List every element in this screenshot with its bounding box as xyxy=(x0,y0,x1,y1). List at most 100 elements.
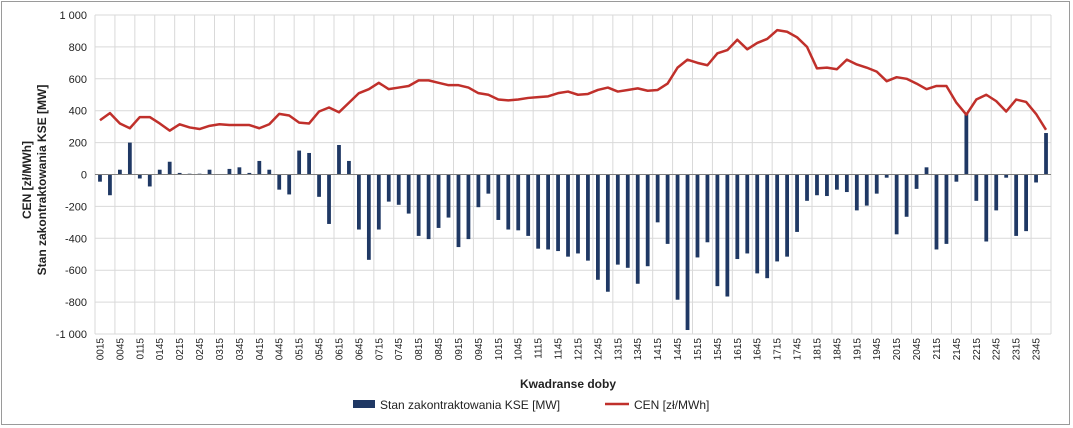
bar-2345 xyxy=(1034,174,1038,183)
bar-1615 xyxy=(735,174,740,260)
bar-0900 xyxy=(446,174,451,218)
bar-0930 xyxy=(466,174,471,240)
bar-0015 xyxy=(98,174,102,182)
x-tick-label: 1245 xyxy=(593,338,604,361)
bar-1130 xyxy=(546,174,550,250)
bar-0045 xyxy=(118,169,122,175)
bar-series xyxy=(98,113,1048,331)
y-axis-title-line1: CEN [zł/MWh] xyxy=(20,141,34,219)
bar-1830 xyxy=(825,174,829,197)
x-tick-label: 0915 xyxy=(454,338,465,361)
x-tick-label: 1715 xyxy=(773,338,784,361)
x-tick-label: 0045 xyxy=(115,338,126,361)
bar-1000 xyxy=(486,174,491,194)
bar-1345 xyxy=(635,174,640,284)
x-tick-label: 0815 xyxy=(414,338,425,361)
x-tick-label: 2345 xyxy=(1032,338,1043,361)
bar-1915 xyxy=(854,174,859,211)
x-tick-label: 1545 xyxy=(713,338,724,361)
x-tick-label: 0715 xyxy=(374,338,385,361)
bar-0030 xyxy=(108,174,112,196)
x-tick-label: 2245 xyxy=(992,338,1003,361)
x-tick-label: 2315 xyxy=(1012,338,1023,361)
bar-0445 xyxy=(277,174,282,190)
x-tick-label: 1615 xyxy=(733,338,744,361)
x-tick-label: 1045 xyxy=(514,338,525,361)
bar-2215 xyxy=(974,174,979,201)
bar-2330 xyxy=(1024,174,1028,232)
bar-2100 xyxy=(924,167,929,175)
bar-0515 xyxy=(297,150,302,175)
x-tick-label: 2045 xyxy=(912,338,923,361)
y-tick-label: 600 xyxy=(69,74,87,86)
y-axis-title-line2: Stan zakontraktowania KSE [MW] xyxy=(35,85,49,276)
bar-0145 xyxy=(157,169,162,175)
x-tick-label: 0015 xyxy=(95,338,106,361)
bar-0400 xyxy=(247,172,252,175)
bar-2245 xyxy=(994,174,999,211)
bar-1530 xyxy=(705,174,710,243)
bar-0330 xyxy=(227,168,232,175)
bar-0100 xyxy=(127,142,132,175)
y-tick-label: -200 xyxy=(65,201,87,213)
y-tick-label: 0 xyxy=(81,170,87,182)
bar-2230 xyxy=(984,174,989,242)
x-tick-label: 1015 xyxy=(494,338,505,361)
bar-1030 xyxy=(506,174,511,230)
x-tick-label: 0315 xyxy=(215,338,226,361)
bar-1230 xyxy=(586,174,590,261)
x-tick-label: 2215 xyxy=(972,338,983,361)
bar-1315 xyxy=(615,174,620,265)
x-tick-label: 0545 xyxy=(315,338,326,361)
legend-line-label: CEN [zł/MWh] xyxy=(634,398,709,412)
x-tick-label: 1145 xyxy=(554,338,565,360)
bar-1945 xyxy=(874,174,879,194)
bar-0345 xyxy=(237,167,242,175)
legend: Stan zakontraktowania KSE [MW] CEN [zł/M… xyxy=(353,398,709,412)
bar-2400 xyxy=(1044,133,1048,175)
x-tick-label: 0645 xyxy=(354,338,365,361)
bar-1845 xyxy=(835,174,839,190)
bar-0115 xyxy=(137,174,142,179)
bar-2145 xyxy=(954,174,959,182)
y-tick-label: 400 xyxy=(69,106,87,118)
bar-0800 xyxy=(406,174,411,214)
bar-1630 xyxy=(745,174,750,254)
bar-1145 xyxy=(556,174,560,252)
x-tick-label: 1115 xyxy=(534,338,545,359)
x-tick-label: 1845 xyxy=(832,338,843,361)
bar-1215 xyxy=(576,174,580,254)
bar-0730 xyxy=(386,174,391,202)
x-tick-label: 1345 xyxy=(633,338,644,361)
bar-1330 xyxy=(625,174,630,268)
bar-0430 xyxy=(267,169,272,175)
bar-1815 xyxy=(815,174,819,196)
x-axis-ticks: 0015 0045 0115 0145 0215 0245 0315 0345 0415 0445… xyxy=(95,338,1042,361)
x-tick-label: 1915 xyxy=(852,338,863,361)
bar-1500 xyxy=(685,174,690,331)
bar-1700 xyxy=(765,174,770,279)
bar-0945 xyxy=(476,174,481,208)
bar-0530 xyxy=(307,152,311,175)
bar-0915 xyxy=(456,174,461,248)
bar-1415 xyxy=(655,174,660,223)
bar-1800 xyxy=(805,174,809,201)
bar-1600 xyxy=(725,174,730,297)
x-tick-label: 0845 xyxy=(434,338,445,361)
x-tick-label: 1315 xyxy=(613,338,624,361)
bar-0615 xyxy=(337,144,341,175)
bar-0700 xyxy=(366,174,371,260)
x-tick-label: 1515 xyxy=(693,338,704,361)
x-tick-label: 1945 xyxy=(872,338,883,361)
bar-0200 xyxy=(167,161,172,175)
x-tick-label: 0145 xyxy=(155,338,166,361)
x-axis-title: Kwadranse doby xyxy=(520,377,616,391)
x-tick-label: 1815 xyxy=(812,338,823,361)
bar-2030 xyxy=(904,174,909,217)
bar-2115 xyxy=(934,174,939,250)
bar-0500 xyxy=(287,174,292,195)
bar-0630 xyxy=(347,160,351,175)
x-tick-label: 0345 xyxy=(235,338,246,361)
bar-1515 xyxy=(695,174,700,258)
